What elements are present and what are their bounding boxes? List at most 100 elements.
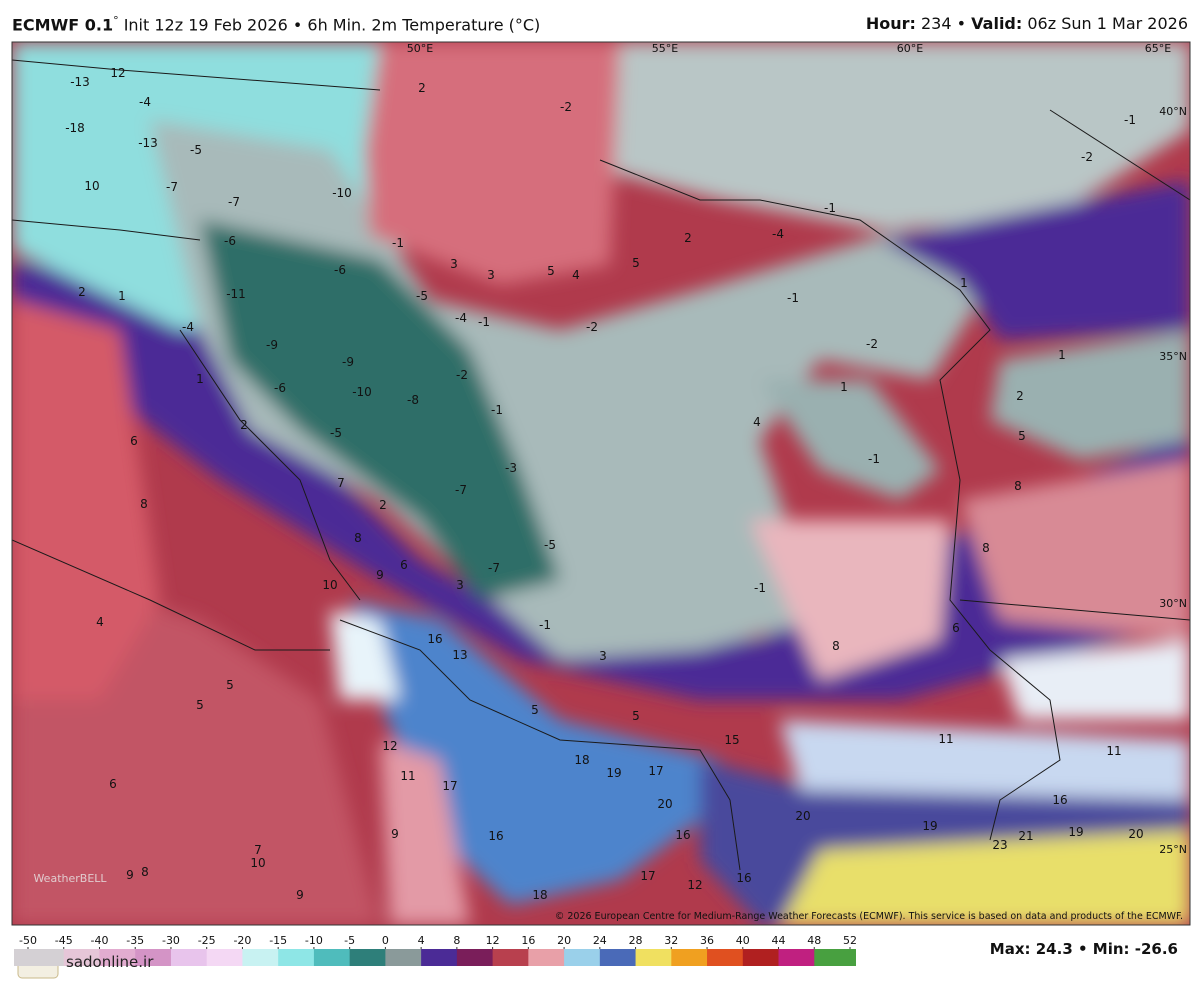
temperature-label: 12 [687, 878, 702, 892]
watermark: WeatherBELL [33, 872, 107, 885]
temperature-label: -1 [787, 291, 799, 305]
colorbar-tick-label: 52 [843, 934, 857, 947]
colorbar-tick-label: -10 [305, 934, 323, 947]
temperature-label: 1 [196, 372, 204, 386]
temperature-label: -11 [226, 287, 246, 301]
temperature-label: -7 [166, 180, 178, 194]
temperature-label: -1 [824, 201, 836, 215]
temperature-label: -2 [866, 337, 878, 351]
temperature-label: -1 [478, 315, 490, 329]
temperature-label: 4 [753, 415, 761, 429]
temperature-label: 19 [1068, 825, 1083, 839]
temperature-label: 3 [456, 578, 464, 592]
temperature-label: 20 [795, 809, 810, 823]
colorbar-segment [170, 949, 208, 966]
temperature-label: -4 [139, 95, 151, 109]
min-max: Max: 24.3 • Min: -26.6 [989, 940, 1178, 958]
temperature-label: 4 [572, 268, 580, 282]
colorbar-end [850, 949, 856, 966]
temperature-label: 1 [1058, 348, 1066, 362]
temperature-label: 20 [1128, 827, 1143, 841]
colorbar-tick-label: -45 [55, 934, 73, 947]
temperature-label: -13 [70, 75, 90, 89]
latitude-label: 35°N [1159, 350, 1187, 363]
temperature-label: 7 [254, 843, 262, 857]
copyright: © 2026 European Centre for Medium-Range … [555, 911, 1183, 922]
colorbar-tick-label: 4 [418, 934, 425, 947]
colorbar-tick-label: 20 [557, 934, 571, 947]
valid-label: Valid: [971, 14, 1023, 33]
temperature-label: -5 [544, 538, 556, 552]
temperature-label: -5 [190, 143, 202, 157]
temperature-label: 4 [96, 615, 104, 629]
colorbar-tick-label: -25 [198, 934, 216, 947]
temperature-label: 16 [1052, 793, 1067, 807]
temperature-label: 9 [126, 868, 134, 882]
colorbar-segment [599, 949, 637, 966]
colorbar-tick-label: 16 [521, 934, 535, 947]
colorbar-end [14, 949, 28, 966]
temperature-label: 3 [599, 649, 607, 663]
colorbar-segment [135, 949, 172, 966]
temperature-label: 7 [337, 476, 345, 490]
temperature-label: 16 [675, 828, 690, 842]
temperature-label: -5 [330, 426, 342, 440]
colorbar-segment [492, 949, 529, 966]
colorbar-segment [349, 949, 386, 966]
temperature-label: 5 [632, 256, 640, 270]
temperature-label: 3 [450, 257, 458, 271]
colorbar-segment [742, 949, 780, 966]
site-name: sadonline.ir [66, 953, 154, 971]
header-left: ECMWF 0.1° Init 12z 19 Feb 2026 • 6h Min… [12, 14, 540, 34]
temperature-label: 16 [427, 632, 442, 646]
colorbar-tick-label: -50 [19, 934, 37, 947]
colorbar-tick-label: -30 [162, 934, 180, 947]
colorbar-segment [206, 949, 243, 966]
colorbar-tick-label: 8 [453, 934, 460, 947]
temperature-label: 16 [736, 871, 751, 885]
colorbar-tick-label: 28 [629, 934, 643, 947]
temperature-label: -1 [754, 581, 766, 595]
colorbar-tick-label: -40 [90, 934, 108, 947]
header-right: Hour: 234 • Valid: 06z Sun 1 Mar 2026 [866, 14, 1188, 33]
latitude-label: 40°N [1159, 105, 1187, 118]
temperature-label: 11 [400, 769, 415, 783]
temperature-label: -7 [455, 483, 467, 497]
colorbar-segment [707, 949, 744, 966]
colorbar-segment [28, 949, 65, 966]
temperature-label: 11 [1106, 744, 1121, 758]
hour: 234 • [921, 14, 967, 33]
colorbar-tick-label: -5 [344, 934, 355, 947]
temperature-label: 8 [832, 639, 840, 653]
longitude-label: 55°E [652, 42, 678, 55]
temperature-label: -18 [65, 121, 85, 135]
latitude-label: 30°N [1159, 597, 1187, 610]
temperature-label: -4 [772, 227, 784, 241]
map-frame [11, 41, 1191, 926]
temperature-label: 12 [382, 739, 397, 753]
temperature-label: 8 [354, 531, 362, 545]
temperature-label: -2 [586, 320, 598, 334]
temperature-label: 13 [452, 648, 467, 662]
colorbar-tick-label: -15 [269, 934, 287, 947]
temperature-label: -10 [332, 186, 352, 200]
temperature-label: -13 [138, 136, 158, 150]
temperature-label: -9 [342, 355, 354, 369]
longitude-label: 65°E [1145, 42, 1171, 55]
temperature-label: -2 [1081, 150, 1093, 164]
temperature-label: 2 [240, 418, 248, 432]
temperature-label: -4 [182, 320, 194, 334]
temperature-label: -10 [352, 385, 372, 399]
temperature-label: -7 [228, 195, 240, 209]
colorbar-tick-label: 44 [772, 934, 786, 947]
colorbar-segment [242, 949, 279, 966]
temperature-label: -6 [334, 263, 346, 277]
colorbar-segment [278, 949, 315, 966]
temperature-label: 8 [982, 541, 990, 555]
colorbar-tick-label: 0 [382, 934, 389, 947]
temperature-field [12, 42, 1190, 925]
colorbar-segment [63, 949, 100, 966]
temperature-label: 5 [196, 698, 204, 712]
temperature-label: -7 [488, 561, 500, 575]
temperature-label: -6 [274, 381, 286, 395]
